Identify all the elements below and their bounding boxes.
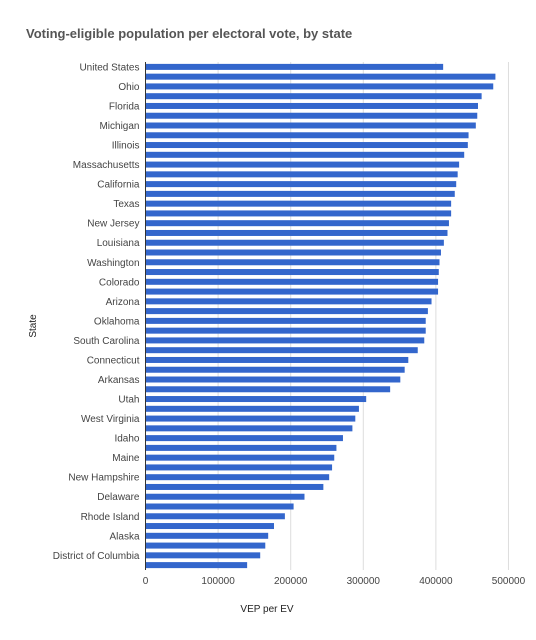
bar [145,181,457,188]
y-tick-label: Utah [118,395,139,406]
bar [145,298,432,305]
bar [145,259,440,266]
x-tick-label: 200000 [274,576,308,587]
bar [145,210,452,217]
bar [145,317,426,324]
bar [145,532,269,539]
bar [145,435,343,442]
bar [145,83,494,90]
bar [145,474,330,481]
bar [145,405,359,412]
x-tick-label: 0 [143,576,149,587]
bar [145,493,305,500]
bar [145,171,458,178]
y-tick-label: New Jersey [87,219,139,230]
bar [145,396,367,403]
x-tick-label: 400000 [419,576,453,587]
bar [145,142,468,149]
bar [145,278,439,285]
bar [145,376,401,383]
y-tick-label: California [97,180,140,191]
y-tick-label: Connecticut [87,355,140,366]
bar [145,464,333,471]
y-tick-labels: United States Ohio Florida Michigan Illinois… [53,62,140,561]
bar [145,444,337,451]
y-tick-label: Washington [87,258,139,269]
x-tick-label: 300000 [347,576,381,587]
bar [145,239,444,246]
bar [145,220,449,227]
x-tick-label: 500000 [492,576,526,587]
bar [145,102,478,109]
bar [145,366,405,373]
bar [145,513,285,520]
y-tick-label: Rhode Island [81,512,140,523]
y-tick-label: Massachusetts [73,160,140,171]
x-axis-title: VEP per EV [240,604,294,615]
y-tick-label: Louisiana [97,238,140,249]
y-tick-label: Texas [113,199,139,210]
y-tick-label: West Virginia [81,414,140,425]
bars [145,63,496,569]
bar [145,190,455,197]
chart-title: Voting-eligible population per electoral… [26,26,352,41]
bar [145,347,418,354]
bar [145,200,452,207]
bar [145,542,266,549]
bar [145,454,335,461]
bar [145,73,496,80]
y-tick-label: Arkansas [98,375,140,386]
bar [145,386,391,393]
bar [145,337,425,344]
x-tick-labels: 0 100000 200000 300000 400000 500000 [143,576,526,587]
y-tick-label: Florida [109,101,140,112]
y-tick-label: South Carolina [73,336,140,347]
bar [145,425,353,432]
bar [145,288,439,295]
bar [145,229,448,236]
bar [145,151,465,158]
y-tick-label: Maine [112,453,140,464]
bar [145,308,428,315]
y-tick-label: Idaho [114,434,139,445]
bar [145,562,248,569]
bar [145,63,444,70]
bar [145,249,441,256]
bar [145,132,469,139]
y-axis-title: State [28,314,39,338]
bar [145,523,274,530]
y-tick-label: Michigan [99,121,139,132]
y-tick-label: District of Columbia [53,551,140,562]
y-tick-label: Arizona [106,297,140,308]
bar [145,483,324,490]
bar [145,356,409,363]
x-tick-label: 100000 [201,576,235,587]
y-tick-label: Alaska [109,531,139,542]
bar [145,327,426,334]
bar [145,112,478,119]
bar [145,415,356,422]
y-tick-label: Oklahoma [94,316,140,327]
bar [145,269,439,276]
y-tick-label: Ohio [118,82,140,93]
y-tick-label: Illinois [112,141,140,152]
y-tick-label: Delaware [97,492,140,503]
bar [145,161,460,168]
bar [145,122,476,129]
bar [145,552,261,559]
y-tick-label: Colorado [99,277,140,288]
bar [145,503,294,510]
y-tick-label: United States [79,62,139,73]
bar [145,93,482,100]
y-tick-label: New Hampshire [68,473,140,484]
